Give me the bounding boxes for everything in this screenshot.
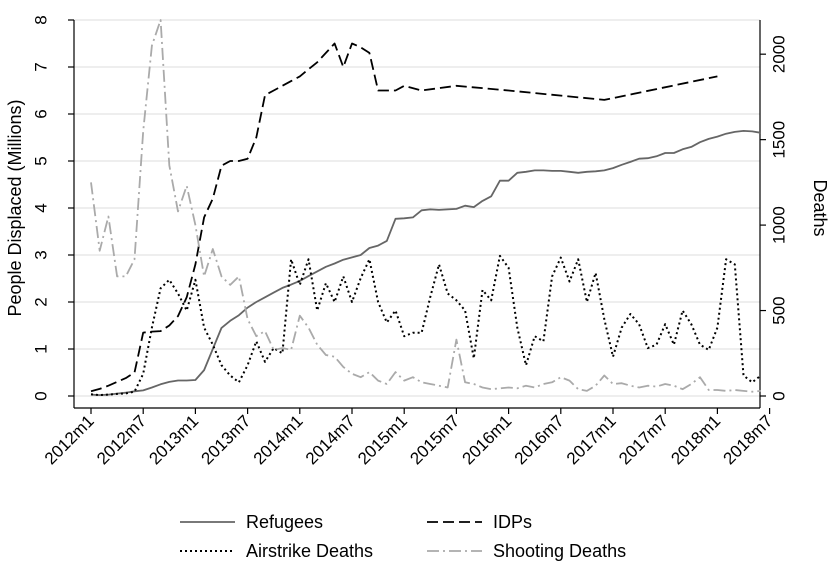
y2-tick-label: 1500 — [769, 121, 788, 159]
x-tick-label: 2012m7 — [93, 411, 150, 468]
series-layer — [90, 19, 762, 397]
gridlines — [74, 19, 760, 397]
y2-axis-title: Deaths — [810, 179, 828, 236]
x-tick-label: 2016m7 — [511, 411, 568, 468]
series-refugees — [90, 130, 762, 396]
legend-label: Shooting Deaths — [493, 541, 626, 561]
series-idps — [90, 42, 718, 393]
series-airstrike-deaths — [90, 254, 762, 397]
x-tick-label: 2016m1 — [459, 411, 516, 468]
x-tick-label: 2018m7 — [720, 411, 777, 468]
y-tick-label: 4 — [31, 203, 50, 212]
y2-tick-label: 500 — [769, 296, 788, 324]
y-tick-label: 8 — [31, 15, 50, 24]
y-tick-label: 1 — [31, 344, 50, 353]
x-tick-label: 2017m7 — [615, 411, 672, 468]
series-shooting-deaths — [90, 19, 761, 393]
x-tick-label: 2015m1 — [354, 411, 411, 468]
y-tick-label: 0 — [31, 391, 50, 400]
y-tick-label: 2 — [31, 297, 50, 306]
x-tick-label: 2013m1 — [145, 411, 202, 468]
x-tick-label: 2014m7 — [302, 411, 359, 468]
y-tick-label: 3 — [31, 250, 50, 259]
legend-label: Refugees — [246, 512, 323, 532]
y-tick-label: 7 — [31, 62, 50, 71]
tick-labels: 01234567805001000150020002012m12012m7201… — [31, 15, 788, 468]
y2-tick-label: 1000 — [769, 206, 788, 244]
y-tick-label: 5 — [31, 156, 50, 165]
axes — [73, 20, 761, 409]
x-tick-label: 2018m1 — [667, 411, 724, 468]
legend: Refugees IDPs Airstrike Deaths Shooting Dea… — [180, 512, 626, 561]
legend-label: IDPs — [493, 512, 532, 532]
x-tick-label: 2017m1 — [563, 411, 620, 468]
y-tick-label: 6 — [31, 109, 50, 118]
x-tick-label: 2015m7 — [406, 411, 463, 468]
x-tick-label: 2014m1 — [250, 411, 307, 468]
y2-tick-label: 2000 — [769, 35, 788, 73]
y2-tick-label: 0 — [769, 391, 788, 400]
y-axis-title: People Displaced (Millions) — [5, 99, 25, 316]
x-tick-label: 2013m7 — [198, 411, 255, 468]
legend-label: Airstrike Deaths — [246, 541, 373, 561]
x-tick-label: 2012m1 — [41, 411, 98, 468]
